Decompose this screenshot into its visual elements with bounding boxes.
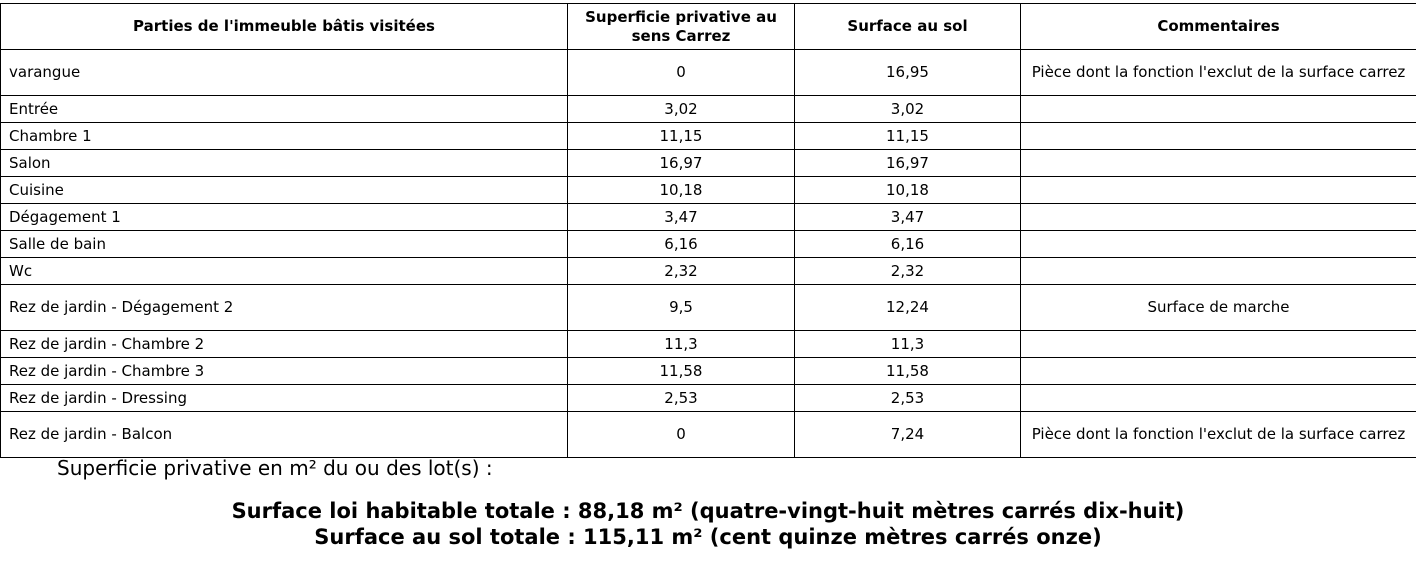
- room-cell: Cuisine: [0, 176, 568, 204]
- sol-cell: 7,24: [794, 411, 1021, 458]
- room-cell: Salon: [0, 149, 568, 177]
- carrez-cell: 9,5: [567, 284, 795, 331]
- sol-cell: 11,3: [794, 330, 1021, 358]
- sol-cell: 11,58: [794, 357, 1021, 385]
- comment-cell: [1020, 330, 1416, 358]
- intro-text: Superficie privative en m² du ou des lot…: [57, 456, 493, 480]
- surface-table: Parties de l'immeuble bâtis visitées Supe…: [0, 3, 1416, 458]
- table-row: varangue 0 16,95 Pièce dont la fonction l'e…: [0, 49, 1416, 96]
- carrez-cell: 2,53: [567, 384, 795, 412]
- table-row: Rez de jardin - Chambre 3 11,58 11,58: [0, 357, 1416, 385]
- comment-cell: [1020, 384, 1416, 412]
- header-cell: Surface au sol: [794, 3, 1021, 50]
- carrez-cell: 16,97: [567, 149, 795, 177]
- table-row: Rez de jardin - Balcon 0 7,24 Pièce dont la…: [0, 411, 1416, 458]
- comment-cell: [1020, 257, 1416, 285]
- sol-cell: 12,24: [794, 284, 1021, 331]
- room-cell: Entrée: [0, 95, 568, 123]
- room-cell: Rez de jardin - Dégagement 2: [0, 284, 568, 331]
- comment-cell: [1020, 176, 1416, 204]
- room-cell: varangue: [0, 49, 568, 96]
- comment-cell: [1020, 357, 1416, 385]
- comment-cell: [1020, 122, 1416, 150]
- room-cell: Wc: [0, 257, 568, 285]
- carrez-cell: 2,32: [567, 257, 795, 285]
- sol-cell: 10,18: [794, 176, 1021, 204]
- comment-cell: [1020, 95, 1416, 123]
- room-cell: Rez de jardin - Chambre 3: [0, 357, 568, 385]
- header-row: Parties de l'immeuble bâtis visitées Supe…: [0, 3, 1416, 50]
- comment-cell: Surface de marche: [1020, 284, 1416, 331]
- room-cell: Chambre 1: [0, 122, 568, 150]
- room-cell: Rez de jardin - Chambre 2: [0, 330, 568, 358]
- room-cell: Dégagement 1: [0, 203, 568, 231]
- room-cell: Rez de jardin - Balcon: [0, 411, 568, 458]
- sol-cell: 11,15: [794, 122, 1021, 150]
- table-row: Salle de bain 6,16 6,16: [0, 230, 1416, 258]
- table-row: Rez de jardin - Dégagement 2 9,5 12,24 Surf…: [0, 284, 1416, 331]
- table-row: Rez de jardin - Chambre 2 11,3 11,3: [0, 330, 1416, 358]
- table-row: Rez de jardin - Dressing 2,53 2,53: [0, 384, 1416, 412]
- totals: Surface loi habitable totale : 88,18 m² …: [0, 498, 1416, 550]
- comment-cell: [1020, 203, 1416, 231]
- sol-cell: 16,97: [794, 149, 1021, 177]
- table-row: Dégagement 1 3,47 3,47: [0, 203, 1416, 231]
- carrez-cell: 11,3: [567, 330, 795, 358]
- comment-cell: Pièce dont la fonction l'exclut de la su…: [1020, 411, 1416, 458]
- sol-cell: 2,53: [794, 384, 1021, 412]
- comment-cell: Pièce dont la fonction l'exclut de la su…: [1020, 49, 1416, 96]
- total-line: Surface au sol totale : 115,11 m² (cent …: [314, 525, 1102, 549]
- room-cell: Rez de jardin - Dressing: [0, 384, 568, 412]
- carrez-cell: 10,18: [567, 176, 795, 204]
- sol-cell: 6,16: [794, 230, 1021, 258]
- table-row: Entrée 3,02 3,02: [0, 95, 1416, 123]
- carrez-cell: 0: [567, 49, 795, 96]
- carrez-cell: 11,15: [567, 122, 795, 150]
- carrez-cell: 6,16: [567, 230, 795, 258]
- carrez-cell: 11,58: [567, 357, 795, 385]
- table-row: Wc 2,32 2,32: [0, 257, 1416, 285]
- carrez-cell: 3,02: [567, 95, 795, 123]
- room-cell: Salle de bain: [0, 230, 568, 258]
- sol-cell: 3,47: [794, 203, 1021, 231]
- table-row: Chambre 1 11,15 11,15: [0, 122, 1416, 150]
- sol-cell: 2,32: [794, 257, 1021, 285]
- carrez-cell: 0: [567, 411, 795, 458]
- total-line: Surface loi habitable totale : 88,18 m² …: [231, 499, 1185, 523]
- comment-cell: [1020, 230, 1416, 258]
- header-cell: Commentaires: [1020, 3, 1416, 50]
- header-cell: Parties de l'immeuble bâtis visitées: [0, 3, 568, 50]
- sol-cell: 16,95: [794, 49, 1021, 96]
- table-row: Salon 16,97 16,97: [0, 149, 1416, 177]
- header-cell: Superficie privative au sens Carrez: [567, 3, 795, 50]
- carrez-cell: 3,47: [567, 203, 795, 231]
- sol-cell: 3,02: [794, 95, 1021, 123]
- comment-cell: [1020, 149, 1416, 177]
- table-row: Cuisine 10,18 10,18: [0, 176, 1416, 204]
